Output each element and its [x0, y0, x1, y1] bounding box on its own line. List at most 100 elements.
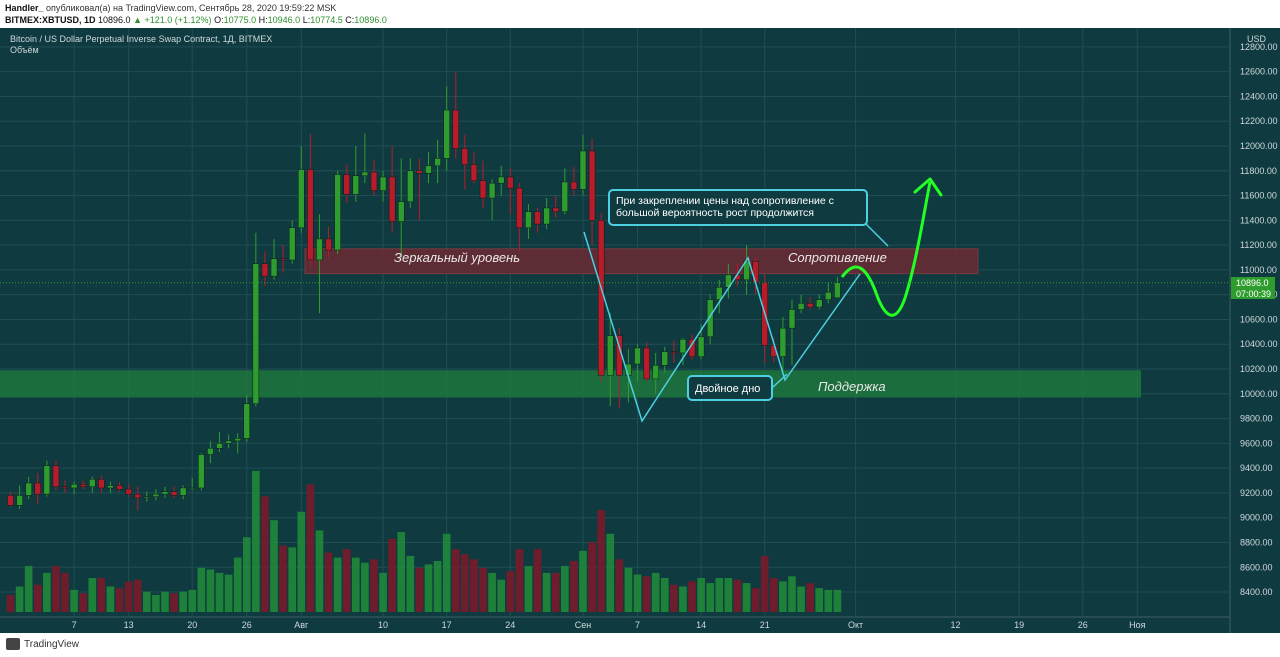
candle-body[interactable]: [697, 336, 705, 357]
candle-body[interactable]: [606, 335, 614, 376]
candle-body[interactable]: [270, 258, 278, 277]
candle-body[interactable]: [779, 327, 787, 357]
candle-body[interactable]: [488, 182, 496, 199]
candle-body[interactable]: [43, 465, 51, 495]
candle-body[interactable]: [25, 482, 32, 496]
candle-body[interactable]: [170, 491, 178, 496]
candle-body[interactable]: [407, 170, 414, 203]
price-axis-background[interactable]: [1230, 28, 1280, 633]
candle-body[interactable]: [243, 403, 251, 439]
candle-body[interactable]: [497, 176, 505, 184]
candle-body[interactable]: [379, 176, 387, 191]
candle-body[interactable]: [16, 495, 23, 506]
candle-body[interactable]: [679, 339, 687, 354]
candle-body[interactable]: [643, 347, 650, 380]
candle-body[interactable]: [788, 309, 796, 329]
candle-body[interactable]: [61, 486, 69, 489]
candle-body[interactable]: [225, 440, 232, 444]
candle-body[interactable]: [98, 479, 105, 489]
candle-body[interactable]: [388, 176, 396, 222]
candle-body[interactable]: [579, 150, 587, 190]
candle-body[interactable]: [461, 148, 469, 165]
candle-body[interactable]: [543, 207, 550, 225]
resistance-zone[interactable]: [304, 248, 979, 275]
candle-body[interactable]: [552, 207, 559, 212]
candle-body[interactable]: [70, 483, 78, 489]
candle-body[interactable]: [661, 351, 669, 366]
candle-body[interactable]: [479, 180, 487, 199]
candle-body[interactable]: [452, 109, 460, 149]
candle-body[interactable]: [161, 491, 169, 495]
candle-body[interactable]: [434, 158, 441, 167]
candle-body[interactable]: [143, 496, 151, 499]
candle-body[interactable]: [216, 443, 223, 449]
candle-body[interactable]: [716, 286, 723, 300]
candle-body[interactable]: [361, 171, 369, 176]
candle-body[interactable]: [634, 347, 641, 365]
time-axis-background[interactable]: [0, 617, 1230, 633]
double-bottom-callout[interactable]: Двойное дно: [687, 373, 788, 401]
candle-body[interactable]: [152, 493, 160, 497]
candle-body[interactable]: [207, 448, 214, 455]
support-zone[interactable]: [0, 370, 1141, 398]
candle-body[interactable]: [89, 479, 96, 487]
candle-body[interactable]: [316, 238, 323, 261]
candle-body[interactable]: [34, 482, 42, 495]
candle-body[interactable]: [416, 170, 423, 174]
candle-body[interactable]: [443, 109, 450, 159]
tradingview-logo[interactable]: TradingView: [6, 638, 79, 650]
candle-body[interactable]: [134, 493, 141, 499]
candle-body[interactable]: [370, 171, 378, 191]
symbol-name[interactable]: BITMEX:XBTUSD, 1D: [5, 15, 96, 25]
projection-path[interactable]: [840, 181, 932, 317]
double-bottom-pattern[interactable]: [583, 231, 861, 423]
candle-body[interactable]: [597, 220, 605, 376]
candle-body[interactable]: [125, 488, 132, 495]
price-chart[interactable]: 8400.00 8600.00 8800.00 9000.00 9200.00 9400.…: [0, 28, 1280, 633]
candle-body[interactable]: [815, 299, 823, 308]
candle-body[interactable]: [588, 150, 596, 221]
candle-body[interactable]: [397, 201, 405, 222]
candle-body[interactable]: [706, 299, 714, 338]
candle-body[interactable]: [298, 169, 305, 229]
candle-body[interactable]: [834, 282, 841, 299]
chart-area[interactable]: 8400.00 8600.00 8800.00 9000.00 9200.00 9400.…: [0, 28, 1280, 633]
candle-body[interactable]: [343, 174, 350, 195]
candle-body[interactable]: [352, 175, 360, 195]
candle-body[interactable]: [7, 495, 14, 506]
candle-body[interactable]: [516, 187, 523, 229]
candle-body[interactable]: [307, 169, 314, 261]
candle-body[interactable]: [570, 181, 578, 190]
candle-body[interactable]: [652, 365, 659, 380]
candle-body[interactable]: [752, 260, 759, 283]
candle-body[interactable]: [252, 263, 260, 404]
volume-bar: [542, 572, 551, 612]
candle-body[interactable]: [670, 351, 678, 354]
candle-body[interactable]: [534, 211, 541, 225]
candle-body[interactable]: [188, 487, 196, 490]
candle-body[interactable]: [507, 176, 514, 189]
candle-body[interactable]: [425, 165, 432, 174]
candle-body[interactable]: [107, 485, 114, 489]
candle-body[interactable]: [797, 303, 805, 310]
candle-body[interactable]: [279, 258, 287, 261]
candle-body[interactable]: [79, 483, 87, 487]
candle-body[interactable]: [825, 291, 832, 300]
candle-body[interactable]: [116, 485, 123, 490]
candle-body[interactable]: [179, 487, 187, 496]
candles[interactable]: [7, 71, 841, 511]
candle-body[interactable]: [52, 465, 60, 487]
candle-body[interactable]: [806, 303, 814, 308]
candle-body[interactable]: [198, 454, 205, 489]
author-name[interactable]: Handler_: [5, 3, 44, 13]
candle-body[interactable]: [470, 164, 478, 181]
callout-box[interactable]: При закреплении цены над сопротивление с…: [608, 189, 889, 247]
candle-body[interactable]: [334, 174, 341, 251]
candle-body[interactable]: [288, 227, 296, 261]
candle-body[interactable]: [525, 211, 532, 229]
candle-body[interactable]: [261, 263, 269, 277]
drawings[interactable]: [0, 177, 1230, 423]
candle-body[interactable]: [234, 438, 241, 442]
candle-body[interactable]: [561, 181, 569, 212]
candle-body[interactable]: [325, 238, 332, 251]
